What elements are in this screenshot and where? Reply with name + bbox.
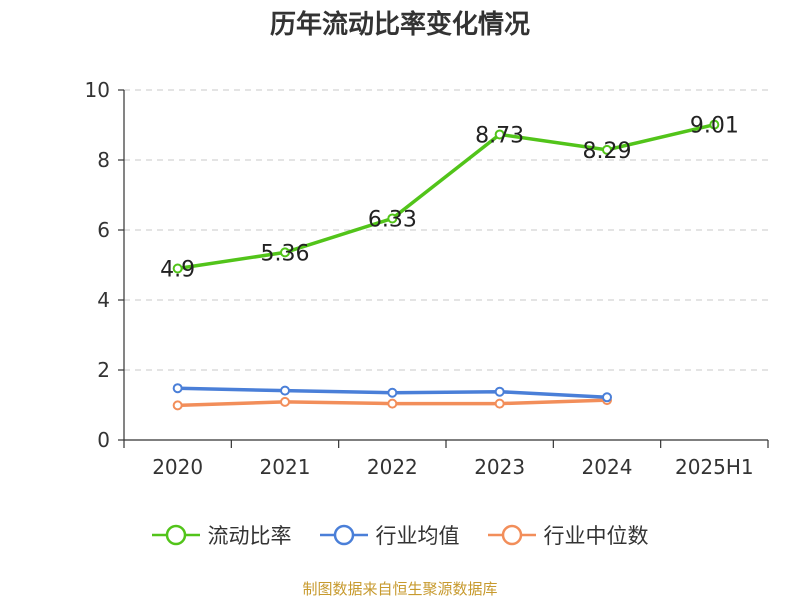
legend-item-0[interactable]: 流动比率 xyxy=(151,520,292,550)
data-point[interactable] xyxy=(387,387,398,398)
chart-title: 历年流动比率变化情况 xyxy=(269,10,530,40)
data-point[interactable] xyxy=(602,144,612,155)
legend-item-1[interactable]: 行业均值 xyxy=(319,520,460,550)
data-label: 9.01 xyxy=(690,114,739,139)
x-tick-label: 2023 xyxy=(474,455,525,479)
series-line xyxy=(177,122,715,271)
data-point[interactable] xyxy=(280,385,290,396)
legend-marker-icon xyxy=(319,524,368,546)
source-note: 制图数据来自恒生聚源数据库 xyxy=(302,580,498,598)
legend-label: 流动比率 xyxy=(207,524,292,548)
data-point[interactable] xyxy=(280,396,290,407)
y-tick-label: 2 xyxy=(97,358,110,382)
legend-item-2[interactable]: 行业中位数 xyxy=(487,520,649,550)
x-tick-label: 2024 xyxy=(582,455,633,479)
data-label: 5.36 xyxy=(261,241,310,266)
chart-legend: 流动比率 行业均值 行业中位数 xyxy=(0,520,800,550)
x-tick-label: 2021 xyxy=(260,455,311,479)
x-tick-label: 2020 xyxy=(152,455,203,479)
legend-marker-icon xyxy=(151,524,200,546)
data-point[interactable] xyxy=(387,213,398,224)
data-point[interactable] xyxy=(172,400,183,411)
y-tick-label: 8 xyxy=(97,148,110,172)
data-point[interactable] xyxy=(280,247,290,258)
data-point[interactable] xyxy=(494,398,505,409)
data-point[interactable] xyxy=(709,119,720,130)
data-label: 8.29 xyxy=(583,139,632,164)
y-tick-label: 10 xyxy=(85,78,110,102)
data-label: 6.33 xyxy=(368,207,417,232)
data-point[interactable] xyxy=(494,129,505,140)
legend-marker-icon xyxy=(487,524,536,546)
data-point[interactable] xyxy=(494,386,505,397)
y-tick-label: 6 xyxy=(97,218,110,242)
legend-label: 行业均值 xyxy=(375,524,460,548)
legend-label: 行业中位数 xyxy=(543,524,649,548)
data-point[interactable] xyxy=(602,392,612,403)
data-point[interactable] xyxy=(172,383,183,394)
data-point[interactable] xyxy=(387,398,398,409)
data-label: 4.9 xyxy=(160,258,195,283)
x-tick-label: 2025H1 xyxy=(675,455,754,479)
y-tick-label: 4 xyxy=(97,288,110,312)
data-point[interactable] xyxy=(172,263,183,274)
y-tick-label: 0 xyxy=(97,428,110,452)
x-tick-label: 2022 xyxy=(367,455,418,479)
data-label: 8.73 xyxy=(475,123,524,148)
